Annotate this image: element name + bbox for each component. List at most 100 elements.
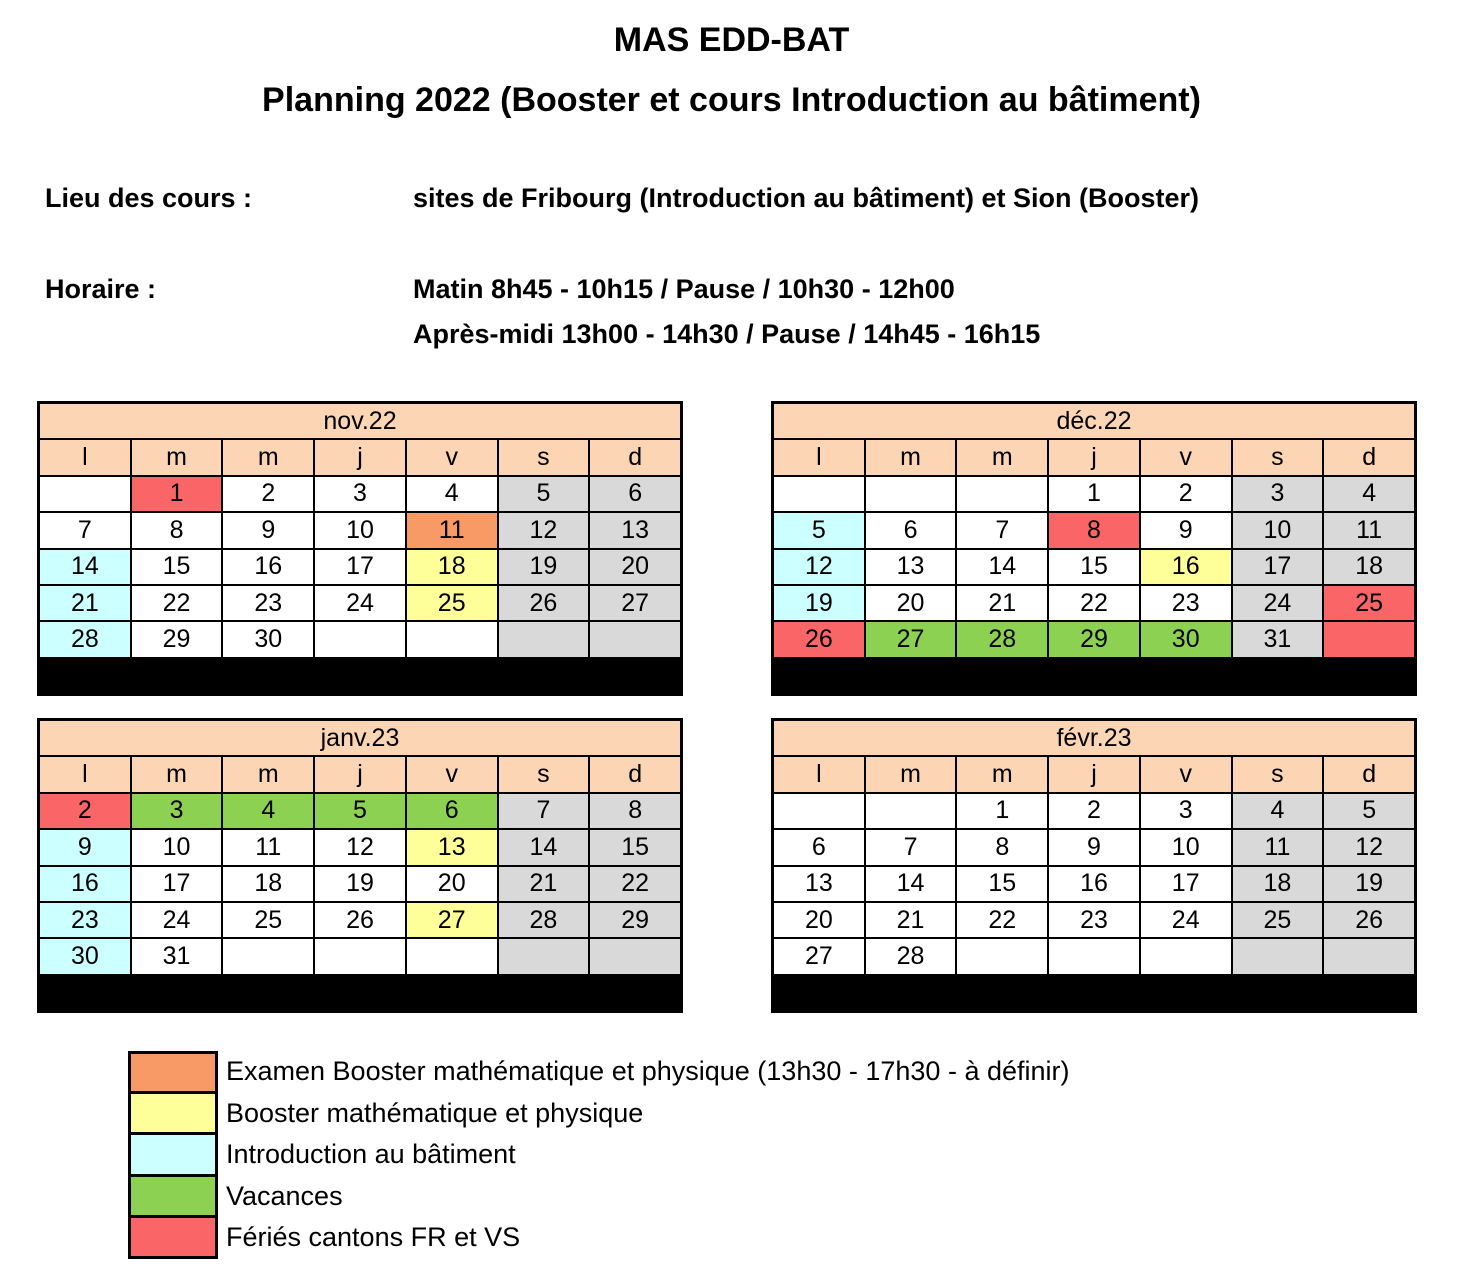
legend-item: Booster mathématique et physique xyxy=(128,1092,1070,1134)
day-cell: 22 xyxy=(131,585,222,621)
day-cell xyxy=(865,793,956,829)
day-cell: 3 xyxy=(1140,793,1231,829)
day-cell: 15 xyxy=(590,830,680,865)
day-cell xyxy=(498,622,589,657)
day-cell: 3 xyxy=(315,476,405,512)
day-cell xyxy=(223,939,314,974)
weekday-header: m xyxy=(957,440,1048,475)
day-cell: 12 xyxy=(1324,830,1414,865)
day-cell: 23 xyxy=(1049,902,1139,938)
day-cell: 23 xyxy=(40,902,130,938)
day-cell: 17 xyxy=(1232,549,1323,584)
day-cell: 26 xyxy=(315,902,405,938)
weekday-header: v xyxy=(406,440,497,475)
day-cell xyxy=(957,476,1048,512)
day-cell: 10 xyxy=(131,830,222,865)
day-cell: 5 xyxy=(498,476,589,512)
day-cell: 29 xyxy=(590,902,680,938)
horaire-line-2: Après-midi 13h00 - 14h30 / Pause / 14h45… xyxy=(413,319,1041,349)
day-cell: 21 xyxy=(498,866,589,901)
day-cell: 29 xyxy=(131,622,222,657)
day-cell: 1 xyxy=(131,476,222,512)
legend-swatch xyxy=(128,1175,218,1217)
day-cell: 19 xyxy=(498,549,589,584)
day-cell xyxy=(1324,622,1414,657)
day-cell xyxy=(406,939,497,974)
day-cell xyxy=(1324,939,1414,974)
day-cell: 16 xyxy=(1140,549,1231,584)
weekday-header: m xyxy=(865,757,956,792)
day-cell: 4 xyxy=(223,793,314,829)
day-cell: 23 xyxy=(1140,585,1231,621)
day-cell: 8 xyxy=(131,513,222,548)
weekday-header: l xyxy=(774,440,864,475)
legend-item: Introduction au bâtiment xyxy=(128,1134,1070,1176)
day-cell xyxy=(590,939,680,974)
day-cell: 21 xyxy=(865,902,956,938)
weekday-header: m xyxy=(131,440,222,475)
day-cell: 16 xyxy=(40,866,130,901)
day-cell: 18 xyxy=(223,866,314,901)
day-cell: 28 xyxy=(865,939,956,974)
day-cell: 3 xyxy=(1232,476,1323,512)
day-cell: 19 xyxy=(774,585,864,621)
day-cell: 6 xyxy=(590,476,680,512)
day-cell: 8 xyxy=(957,830,1048,865)
day-cell: 22 xyxy=(590,866,680,901)
day-cell: 16 xyxy=(1049,866,1139,901)
day-cell: 1 xyxy=(957,793,1048,829)
weekday-header: d xyxy=(590,757,680,792)
day-cell: 6 xyxy=(774,830,864,865)
day-cell: 4 xyxy=(1232,793,1323,829)
weekday-header: s xyxy=(1232,440,1323,475)
day-cell: 9 xyxy=(1140,513,1231,548)
calendar-dec-22: déc.22 l m m j v s d 1 2 3 4 5 6 7 8 9 10 11 12 13 14 15 16 17 18… xyxy=(771,401,1417,696)
day-cell xyxy=(40,476,130,512)
legend-item: Fériés cantons FR et VS xyxy=(128,1217,1070,1259)
day-cell xyxy=(315,939,405,974)
day-cell: 12 xyxy=(774,549,864,584)
legend-swatch xyxy=(128,1134,218,1176)
day-cell: 7 xyxy=(40,513,130,548)
page-subtitle: Planning 2022 (Booster et cours Introduc… xyxy=(262,81,1201,119)
day-cell: 24 xyxy=(1232,585,1323,621)
page-title: MAS EDD-BAT xyxy=(613,21,850,59)
weekday-header: j xyxy=(315,440,405,475)
day-cell: 24 xyxy=(1140,902,1231,938)
month-header: nov.22 xyxy=(40,404,680,439)
day-cell: 8 xyxy=(590,793,680,829)
day-cell xyxy=(1140,939,1231,974)
day-cell: 15 xyxy=(131,549,222,584)
day-cell: 2 xyxy=(1140,476,1231,512)
legend-label: Fériés cantons FR et VS xyxy=(226,1222,521,1253)
day-cell: 4 xyxy=(406,476,497,512)
day-cell: 20 xyxy=(406,866,497,901)
day-cell: 14 xyxy=(957,549,1048,584)
day-cell: 20 xyxy=(774,902,864,938)
weekday-header: v xyxy=(406,757,497,792)
day-cell: 20 xyxy=(865,585,956,621)
day-cell: 13 xyxy=(590,513,680,548)
weekday-header: l xyxy=(40,440,130,475)
weekday-header: d xyxy=(590,440,680,475)
horaire-label: Horaire : xyxy=(45,274,157,304)
legend-item: Examen Booster mathématique et physique … xyxy=(128,1051,1070,1093)
day-cell: 2 xyxy=(40,793,130,829)
weekday-header: j xyxy=(315,757,405,792)
day-cell: 24 xyxy=(315,585,405,621)
day-cell xyxy=(1232,939,1323,974)
calendar-feb-23: févr.23 l m m j v s d 1 2 3 4 5 6 7 8 9 10 11 12 13 14 15 16 17 1… xyxy=(771,718,1417,1013)
legend-swatch xyxy=(128,1092,218,1134)
day-cell: 23 xyxy=(223,585,314,621)
day-cell: 4 xyxy=(1324,476,1414,512)
day-cell: 9 xyxy=(1049,830,1139,865)
day-cell: 18 xyxy=(1232,866,1323,901)
weekday-header: m xyxy=(223,440,314,475)
day-cell: 9 xyxy=(40,830,130,865)
day-cell: 28 xyxy=(498,902,589,938)
day-cell xyxy=(774,476,864,512)
day-cell: 6 xyxy=(865,513,956,548)
day-cell: 13 xyxy=(774,866,864,901)
day-cell xyxy=(774,793,864,829)
day-cell: 25 xyxy=(406,585,497,621)
